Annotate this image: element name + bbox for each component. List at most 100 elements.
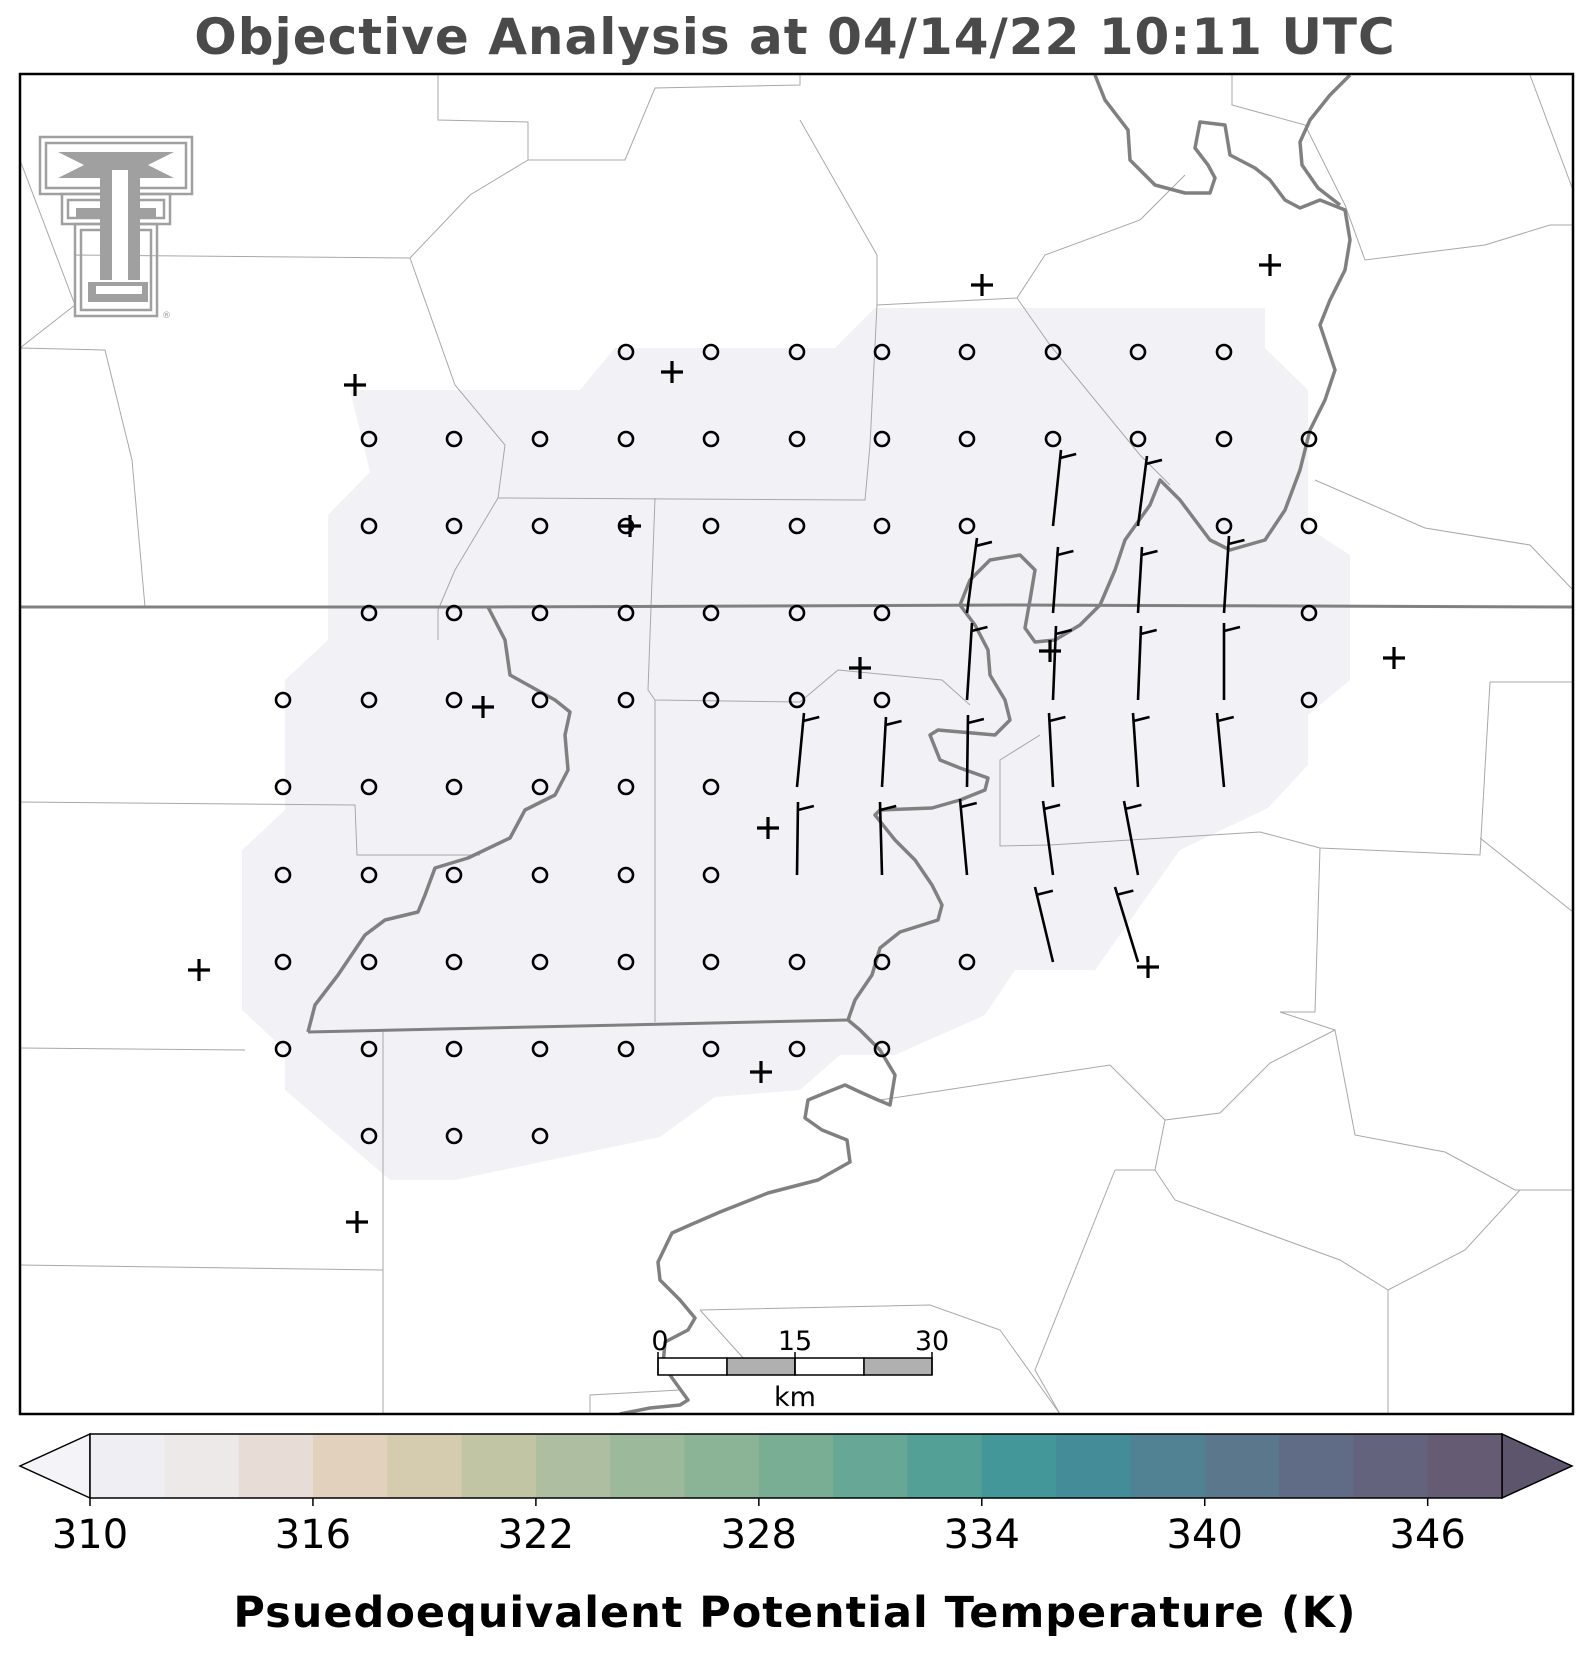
grid-circle-marker <box>788 343 806 361</box>
wind-barb <box>965 622 988 701</box>
grid-circle-marker <box>617 953 635 971</box>
station-plus-marker <box>757 817 779 839</box>
grid-circle-marker <box>445 1040 463 1058</box>
grid-circle-marker <box>360 953 378 971</box>
colorbar-bin <box>684 1434 760 1498</box>
grid-circle-marker <box>274 691 292 709</box>
colorbar-tick-label: 328 <box>721 1512 797 1558</box>
grid-circle-marker <box>788 517 806 535</box>
wind-barb <box>1222 623 1241 700</box>
grid-circle-marker <box>702 866 720 884</box>
grid-circle-marker <box>958 953 976 971</box>
colorbar-bin <box>1427 1434 1503 1498</box>
grid-circle-marker <box>274 778 292 796</box>
colorbar-bin <box>90 1434 165 1498</box>
grid-circle-marker <box>531 778 549 796</box>
wind-barb <box>880 716 902 788</box>
grid-circle-marker <box>873 604 891 622</box>
grid-circle-marker <box>531 1127 549 1145</box>
grid-circle-marker <box>788 604 806 622</box>
grid-circle-marker <box>702 778 720 796</box>
colorbar-tick-label: 310 <box>52 1512 128 1558</box>
wind-barb <box>878 801 897 876</box>
colorbar-bin <box>833 1434 908 1498</box>
grid-circle-marker <box>617 866 635 884</box>
wind-barb <box>1113 886 1140 963</box>
scale-label-30: 30 <box>915 1326 949 1357</box>
colorbar-bin <box>610 1434 686 1498</box>
wind-barb <box>965 537 993 614</box>
colorbar-bin <box>312 1434 388 1498</box>
texas-tech-logo <box>38 135 194 318</box>
wind-barb <box>1051 625 1072 701</box>
colorbar-tick-label: 346 <box>1390 1512 1466 1558</box>
scale-unit: km <box>774 1382 816 1413</box>
colorbar-label: Psuedoequivalent Potential Temperature (… <box>233 1588 1357 1638</box>
grid-circle-marker <box>873 343 891 361</box>
colorbar-bin <box>1056 1434 1131 1498</box>
grid-circle-marker <box>445 1127 463 1145</box>
grid-circle-marker <box>788 430 806 448</box>
wind-barb <box>958 798 978 876</box>
scale-label-15: 15 <box>778 1326 812 1357</box>
grid-circle-marker <box>958 517 976 535</box>
grid-circle-marker <box>531 517 549 535</box>
grid-circle-marker <box>274 953 292 971</box>
grid-circle-marker <box>445 604 463 622</box>
colorbar-bins <box>90 1434 1503 1498</box>
grid-circle-marker <box>702 430 720 448</box>
colorbar-bin <box>907 1434 983 1498</box>
grid-circle-marker <box>1215 343 1233 361</box>
wind-barb <box>795 801 815 876</box>
grid-circle-marker <box>445 953 463 971</box>
grid-circle-marker <box>360 778 378 796</box>
colorbar-bin <box>981 1434 1057 1498</box>
grid-circle-marker <box>702 691 720 709</box>
grid-circle-marker <box>274 866 292 884</box>
colorbar-over-arrow <box>1501 1432 1574 1500</box>
colorbar-bin <box>1204 1434 1280 1498</box>
colorbar-bin <box>387 1434 463 1498</box>
grid-circle-marker <box>617 778 635 796</box>
colorbar-bin <box>164 1434 240 1498</box>
grid-circle-marker <box>1300 517 1318 535</box>
wind-barb <box>1136 625 1157 701</box>
grid-circle-marker <box>617 1040 635 1058</box>
grid-circle-marker <box>531 953 549 971</box>
grid-circle-marker <box>1300 691 1318 709</box>
wind-barb <box>1215 712 1235 788</box>
grid-circle-marker <box>360 691 378 709</box>
grid-circle-marker <box>702 953 720 971</box>
grid-circle-marker <box>617 343 635 361</box>
grid-circle-marker <box>873 517 891 535</box>
colorbar-bin <box>1130 1434 1206 1498</box>
grid-circle-marker <box>1044 430 1062 448</box>
wind-barb <box>1131 712 1150 788</box>
grid-circle-marker <box>445 778 463 796</box>
colorbar-ticks: 310 316 322 328 334 340 346 <box>52 1498 1466 1558</box>
grid-circle-marker <box>873 430 891 448</box>
wind-barb <box>1047 712 1066 788</box>
wind-barb <box>1041 800 1061 876</box>
map: ® 0 15 30 km <box>18 72 1575 1416</box>
wind-barb <box>1051 546 1074 614</box>
grid-circle-marker <box>360 517 378 535</box>
grid-circle-marker <box>702 604 720 622</box>
grid-circle-marker <box>445 866 463 884</box>
wind-barb <box>1136 455 1163 527</box>
station-plus-marker <box>472 696 494 718</box>
grid-circle-marker <box>702 1040 720 1058</box>
grid-circle-marker <box>1215 517 1233 535</box>
grid-circle-marker <box>788 1040 806 1058</box>
colorbar-tick-label: 340 <box>1167 1512 1243 1558</box>
grid-circle-marker <box>617 430 635 448</box>
station-plus-marker <box>1137 956 1159 978</box>
wind-barb <box>795 712 820 788</box>
grid-circle-marker <box>445 430 463 448</box>
grid-circle-marker <box>360 430 378 448</box>
station-plus-marker <box>619 515 641 537</box>
colorbar-under-arrow <box>18 1432 91 1500</box>
analysis-grid-markers <box>274 343 1318 1145</box>
colorbar-bin <box>535 1434 611 1498</box>
grid-circle-marker <box>360 866 378 884</box>
